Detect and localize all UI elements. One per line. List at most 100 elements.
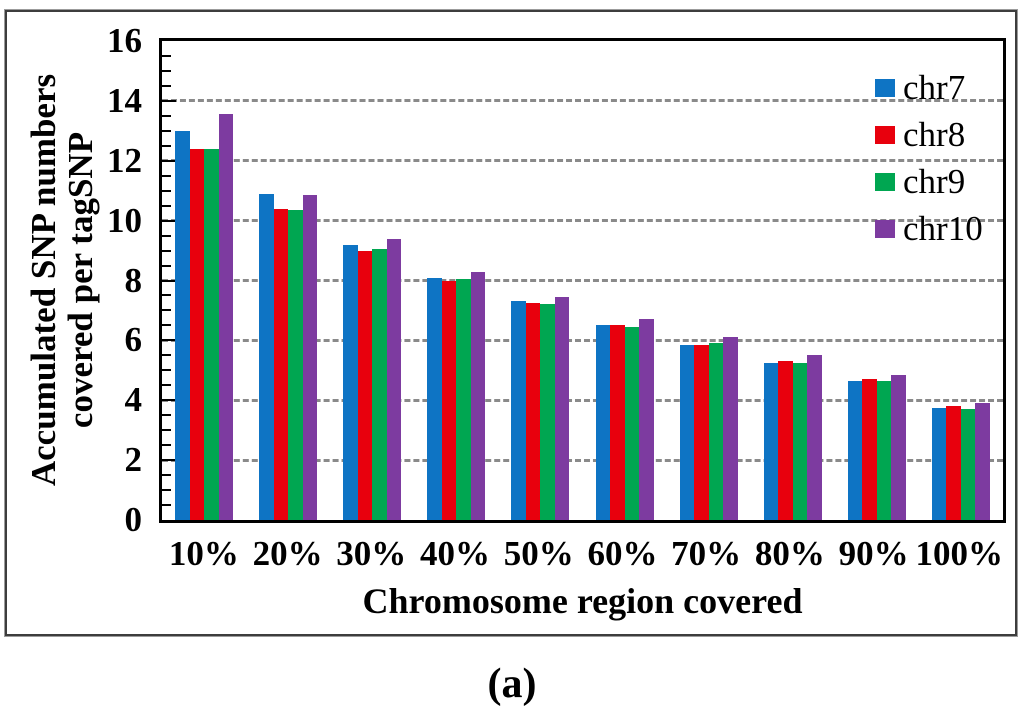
gridline-y2	[162, 458, 1003, 462]
minor-tick-y3	[162, 429, 171, 432]
legend-swatch-chr7	[875, 78, 895, 97]
minor-tick-y12.5	[162, 144, 171, 147]
minor-tick-y13	[162, 129, 171, 132]
legend-label-chr9: chr9	[903, 162, 966, 201]
minor-tick-y9	[162, 249, 171, 252]
bar-chr10-60%	[639, 319, 654, 520]
minor-tick-y11.5	[162, 174, 171, 177]
x-axis-title: Chromosome region covered	[362, 581, 803, 621]
minor-tick-y7	[162, 309, 171, 312]
bar-chr7-90%	[847, 380, 863, 520]
minor-tick-y3.5	[162, 414, 171, 417]
bar-chr7-60%	[595, 325, 611, 520]
bar-chr10-50%	[554, 296, 570, 520]
y-tick-label-8: 8	[124, 260, 143, 300]
major-tick-y8	[162, 279, 176, 282]
bar-chr8-40%	[441, 280, 457, 520]
gridline-y4	[162, 398, 1003, 402]
bar-chr10-80%	[807, 355, 822, 520]
minor-tick-y1	[162, 489, 171, 492]
x-tick-label-40%: 40%	[420, 534, 491, 573]
plot-area: chr7 chr8 chr9 chr10	[162, 41, 1003, 520]
x-tick-label-80%: 80%	[754, 534, 825, 573]
x-tick-label-60%: 60%	[587, 534, 658, 573]
plot-frame: chr7 chr8 chr9 chr10	[159, 38, 1006, 523]
legend-label-chr7: chr7	[903, 68, 966, 107]
bar-chr7-70%	[679, 344, 695, 520]
bar-chr10-40%	[470, 271, 486, 520]
gridline-y8	[162, 279, 1003, 282]
figure-caption: (a)	[487, 661, 537, 707]
bar-chr10-90%	[891, 374, 906, 520]
major-tick-y14	[162, 99, 176, 102]
minor-tick-y13.5	[162, 114, 171, 117]
legend: chr7 chr8 chr9 chr10	[875, 64, 983, 252]
minor-tick-y15.5	[162, 54, 171, 57]
y-tick-label-6: 6	[124, 320, 143, 360]
bar-chr9-70%	[708, 343, 724, 520]
bar-chr8-100%	[946, 406, 961, 520]
minor-tick-y10.5	[162, 204, 171, 207]
x-tick-label-90%: 90%	[838, 534, 909, 573]
bar-chr9-10%	[204, 148, 219, 520]
bar-chr10-20%	[302, 195, 318, 520]
y-tick-label-12: 12	[107, 140, 142, 180]
minor-tick-y5.5	[162, 354, 171, 357]
major-tick-y4	[162, 399, 176, 402]
y-axis-tick-labels: 0 2 4 6 8 10 12 14 16	[20, 23, 143, 538]
x-tick-label-70%: 70%	[671, 534, 742, 573]
minor-tick-y14.5	[162, 84, 171, 87]
bar-chr10-10%	[218, 114, 234, 520]
major-tick-y6	[162, 339, 176, 342]
x-tick-label-100%: 100%	[915, 534, 1003, 573]
bar-chr9-80%	[792, 362, 808, 520]
bar-chr9-90%	[876, 380, 892, 520]
legend-item-chr10: chr10	[875, 205, 983, 252]
x-tick-label-50%: 50%	[503, 534, 574, 573]
x-tick-label-10%: 10%	[168, 534, 239, 573]
minor-tick-y9.5	[162, 234, 171, 237]
legend-item-chr9: chr9	[875, 158, 983, 205]
legend-label-chr10: chr10	[903, 209, 983, 248]
minor-tick-y7.5	[162, 294, 171, 297]
gridline-y6	[162, 338, 1003, 342]
minor-tick-y15	[162, 69, 171, 72]
bar-chr7-40%	[427, 277, 442, 520]
bar-chr10-100%	[975, 403, 990, 520]
minor-tick-y1.5	[162, 474, 171, 477]
bar-chr10-30%	[386, 238, 402, 520]
bar-chr8-70%	[694, 344, 709, 520]
bar-chr8-50%	[525, 302, 541, 520]
legend-swatch-chr9	[875, 172, 895, 191]
x-tick-label-30%: 30%	[336, 534, 407, 573]
major-tick-y12	[162, 159, 176, 162]
y-tick-label-2: 2	[124, 440, 143, 480]
legend-label-chr8: chr8	[903, 115, 966, 154]
bar-chr9-50%	[540, 304, 555, 520]
bar-chr9-20%	[288, 210, 303, 520]
bar-chr9-40%	[456, 279, 471, 520]
bar-chr9-30%	[372, 249, 387, 520]
bar-chr8-60%	[610, 325, 625, 520]
minor-tick-y11	[162, 189, 171, 192]
minor-tick-y8.5	[162, 264, 171, 267]
bar-chr7-80%	[763, 362, 779, 520]
bar-chr7-100%	[931, 407, 947, 520]
bar-chr8-10%	[189, 148, 205, 520]
legend-swatch-chr8	[875, 125, 895, 144]
minor-tick-y4.5	[162, 384, 171, 387]
bar-chr7-10%	[175, 130, 190, 520]
minor-tick-y5	[162, 369, 171, 372]
bar-chr8-80%	[778, 361, 793, 520]
legend-swatch-chr10	[875, 219, 895, 238]
y-tick-label-4: 4	[124, 380, 143, 420]
bar-chr8-90%	[862, 379, 877, 520]
bar-chr8-30%	[357, 250, 373, 520]
bar-chr8-20%	[273, 208, 289, 520]
bar-chr7-30%	[343, 244, 358, 520]
minor-tick-y6.5	[162, 324, 171, 327]
bar-chr10-70%	[723, 337, 738, 520]
bar-chr7-50%	[511, 301, 526, 520]
gridline-y12	[162, 159, 1003, 163]
